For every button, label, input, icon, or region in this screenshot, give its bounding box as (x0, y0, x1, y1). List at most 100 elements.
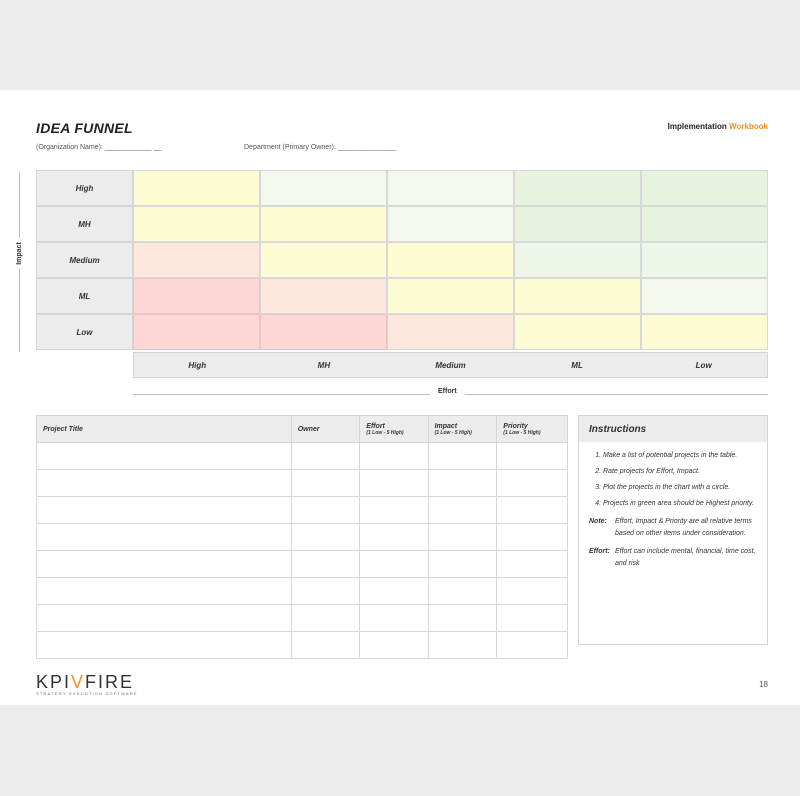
note-key: Note: (589, 518, 607, 525)
table-cell[interactable] (496, 442, 568, 470)
matrix-cell[interactable] (260, 170, 387, 206)
column-header-label: Effort (366, 422, 385, 430)
column-header-label: Owner (297, 425, 320, 433)
impact-level-label: ML (36, 278, 133, 314)
page-number: 18 (759, 680, 768, 689)
table-cell[interactable] (290, 604, 361, 632)
table-cell[interactable] (359, 604, 429, 632)
effort-note-text: Effort can include mental, financial, ti… (615, 548, 756, 567)
matrix-cell[interactable] (133, 314, 260, 350)
matrix-cell[interactable] (260, 314, 387, 350)
matrix-cell[interactable] (387, 242, 514, 278)
table-cell[interactable] (36, 469, 292, 497)
matrix-cell[interactable] (133, 278, 260, 314)
table-cell[interactable] (290, 550, 361, 578)
table-cell[interactable] (359, 631, 429, 659)
column-header-label: Project Title (43, 425, 83, 433)
table-cell[interactable] (427, 469, 498, 497)
table-cell[interactable] (359, 496, 429, 524)
table-cell[interactable] (427, 577, 498, 605)
table-row (36, 496, 568, 524)
note-text: Effort, Impact & Priority are all relati… (615, 518, 752, 537)
table-cell[interactable] (359, 442, 429, 470)
table-cell[interactable] (36, 550, 292, 578)
table-cell[interactable] (290, 469, 361, 497)
matrix-cell[interactable] (133, 242, 260, 278)
workbook-accent: Workbook (729, 122, 768, 131)
column-header-scale: (1 Low - 5 High) (503, 429, 541, 436)
table-cell[interactable] (290, 523, 361, 551)
table-cell[interactable] (427, 550, 498, 578)
note: Note: Effort, Impact & Priority are all … (579, 516, 767, 540)
table-cell[interactable] (36, 604, 292, 632)
table-cell[interactable] (359, 577, 429, 605)
matrix-cell[interactable] (641, 278, 768, 314)
matrix-cell[interactable] (387, 314, 514, 350)
table-cell[interactable] (290, 496, 361, 524)
matrix-cell[interactable] (514, 314, 641, 350)
table-cell[interactable] (496, 577, 568, 605)
department-field[interactable]: Department (Primary Owner): ____________… (244, 144, 397, 151)
table-row (36, 604, 568, 632)
matrix-cell[interactable] (514, 278, 641, 314)
effort-level-label: Low (695, 360, 712, 370)
table-cell[interactable] (496, 523, 568, 551)
table-cell[interactable] (36, 496, 292, 524)
table-cell[interactable] (290, 631, 361, 659)
matrix-cell[interactable] (260, 278, 387, 314)
matrix-cell[interactable] (133, 170, 260, 206)
table-cell[interactable] (36, 577, 292, 605)
table-cell[interactable] (36, 523, 292, 551)
table-cell[interactable] (290, 442, 361, 470)
table-cell[interactable] (496, 604, 568, 632)
matrix-cell[interactable] (641, 242, 768, 278)
matrix-cell[interactable] (387, 278, 514, 314)
page-title: IDEA FUNNEL (36, 120, 133, 136)
organization-field[interactable]: (Organization Name): ____________ __ (36, 144, 162, 151)
logo-part-b: FIRE (85, 672, 135, 692)
matrix-cell[interactable] (387, 206, 514, 242)
table-cell[interactable] (359, 469, 429, 497)
effort-note-key: Effort: (589, 548, 610, 555)
table-cell[interactable] (427, 604, 498, 632)
matrix-cell[interactable] (641, 314, 768, 350)
table-cell[interactable] (36, 631, 292, 659)
matrix-cell[interactable] (641, 206, 768, 242)
table-cell[interactable] (496, 469, 568, 497)
effort-level-label: ML (571, 360, 583, 370)
table-cell[interactable] (496, 496, 568, 524)
matrix-row: Low (36, 314, 768, 350)
column-header-label: Impact (434, 422, 458, 430)
impact-level-label: High (36, 170, 133, 206)
matrix-cell[interactable] (133, 206, 260, 242)
table-cell[interactable] (359, 550, 429, 578)
table-row (36, 577, 568, 605)
impact-level-label: Medium (36, 242, 133, 278)
table-cell[interactable] (427, 496, 498, 524)
table-cell[interactable] (496, 550, 568, 578)
table-cell[interactable] (359, 523, 429, 551)
matrix-cell[interactable] (514, 170, 641, 206)
matrix-cell[interactable] (514, 206, 641, 242)
table-cell[interactable] (427, 523, 498, 551)
matrix-cell[interactable] (260, 242, 387, 278)
table-row (36, 523, 568, 551)
table-cell[interactable] (427, 631, 498, 659)
column-header: Effort (1 Low - 5 High) (359, 415, 429, 443)
impact-effort-matrix: High MH Medium ML Low (36, 170, 768, 350)
matrix-cell[interactable] (641, 170, 768, 206)
matrix-cell[interactable] (387, 170, 514, 206)
impact-axis-label: Impact (15, 238, 23, 269)
workbook-label: Implementation Workbook (668, 122, 768, 131)
table-cell[interactable] (36, 442, 292, 470)
matrix-cell[interactable] (260, 206, 387, 242)
instruction-item: Make a list of potential projects in the… (603, 450, 757, 462)
matrix-cell[interactable] (514, 242, 641, 278)
instruction-item: Projects in green area should be Highest… (603, 498, 757, 510)
table-header-row: Project Title Owner Effort (1 Low - 5 High)… (36, 415, 568, 443)
table-cell[interactable] (290, 577, 361, 605)
table-cell[interactable] (496, 631, 568, 659)
table-row (36, 631, 568, 659)
effort-level-label: Medium (435, 360, 466, 370)
table-cell[interactable] (427, 442, 498, 470)
